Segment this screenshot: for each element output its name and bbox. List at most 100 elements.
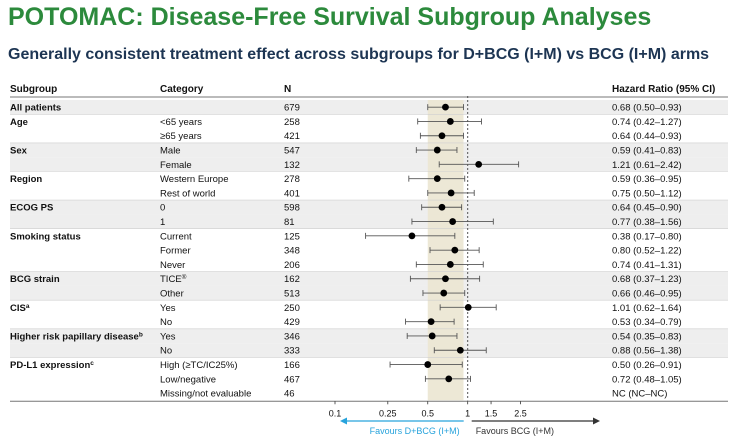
hr-ci-text: 0.88 (0.56–1.38) — [612, 346, 682, 357]
category-label: High (≥TC/IC25%) — [160, 360, 238, 371]
n-value: 206 — [284, 260, 300, 271]
hr-point — [449, 218, 457, 225]
subgroup-label: PD-L1 expressionc — [10, 360, 94, 371]
subgroup-label: Higher risk papillary diseaseb — [10, 331, 143, 342]
hr-ci-text: 0.68 (0.50–0.93) — [612, 103, 682, 114]
x-tick-label: 0.25 — [379, 408, 397, 418]
hr-point — [445, 375, 453, 383]
category-label: No — [160, 317, 172, 328]
row-shade — [10, 271, 728, 286]
hr-point — [442, 275, 449, 283]
n-value: 166 — [284, 360, 300, 371]
hr-point — [424, 361, 432, 368]
hr-ci-text: 0.64 (0.44–0.93) — [612, 131, 682, 142]
n-value: 547 — [284, 145, 300, 156]
row-shade — [10, 328, 728, 344]
hr-point — [438, 203, 446, 211]
hr-point — [464, 303, 472, 311]
header-category: Category — [160, 84, 204, 95]
row-shade — [10, 100, 728, 115]
category-label: Other — [160, 288, 184, 299]
category-label: Yes — [160, 331, 176, 342]
n-value: 421 — [284, 131, 300, 142]
favours-right-label: Favours BCG (I+M) — [476, 426, 554, 436]
header-n: N — [284, 84, 292, 95]
hr-ci-text: 0.50 (0.26–0.91) — [612, 360, 682, 371]
hr-ci-text: 0.38 (0.17–0.80) — [612, 231, 682, 242]
category-label: Missing/not evaluable — [160, 389, 251, 400]
n-value: 46 — [284, 389, 295, 400]
row-shade — [10, 285, 728, 301]
row-shade — [10, 214, 728, 229]
category-label: Rest of world — [160, 188, 215, 199]
hr-ci-text: 0.59 (0.36–0.95) — [612, 174, 682, 185]
subgroup-label: ECOG PS — [10, 203, 53, 214]
hr-point — [433, 175, 441, 183]
n-value: 513 — [284, 288, 300, 299]
category-label: Male — [160, 145, 181, 156]
hr-point — [456, 346, 464, 354]
category-label: Yes — [160, 303, 176, 314]
hr-point — [428, 332, 436, 340]
row-shade — [10, 157, 728, 172]
n-value: 81 — [284, 217, 295, 228]
n-value: 250 — [284, 303, 300, 314]
hr-ci-text: NC (NC–NC) — [612, 389, 667, 400]
subgroup-label: CISa — [10, 303, 30, 314]
hr-point — [442, 103, 449, 111]
page-subtitle: Generally consistent treatment effect ac… — [8, 46, 710, 63]
n-value: 125 — [284, 231, 300, 242]
subgroup-label: Region — [10, 174, 42, 185]
hr-point — [475, 160, 483, 168]
n-value: 348 — [284, 246, 300, 257]
subgroup-label: All patients — [10, 103, 61, 114]
x-tick-label: 0.1 — [329, 408, 342, 418]
category-label: Low/negative — [160, 374, 216, 385]
n-value: 258 — [284, 117, 300, 128]
n-value: 132 — [284, 160, 300, 171]
category-label: ≥65 years — [160, 131, 202, 142]
hr-ci-text: 0.68 (0.37–1.23) — [612, 274, 682, 285]
n-value: 679 — [284, 103, 300, 114]
hr-ci-text: 0.53 (0.34–0.79) — [612, 317, 682, 328]
hr-point — [451, 246, 459, 254]
category-label: 1 — [160, 217, 165, 228]
category-label: Current — [160, 231, 192, 242]
category-label: 0 — [160, 203, 165, 214]
hr-point — [446, 118, 454, 125]
category-label: No — [160, 346, 172, 357]
hr-ci-text: 0.80 (0.52–1.22) — [612, 246, 682, 257]
x-tick-label: 1.5 — [485, 408, 498, 418]
hr-ci-text: 0.59 (0.41–0.83) — [612, 145, 682, 156]
category-label: Never — [160, 260, 185, 271]
hr-point — [440, 289, 448, 297]
subgroup-label: Age — [10, 117, 28, 128]
subgroup-label: Smoking status — [10, 231, 81, 242]
n-value: 467 — [284, 374, 300, 385]
row-shade — [10, 200, 728, 215]
n-value: 333 — [284, 346, 300, 357]
hr-ci-text: 0.75 (0.50–1.12) — [612, 188, 682, 199]
category-label: Western Europe — [160, 174, 228, 185]
hr-ci-text: 0.64 (0.45–0.90) — [612, 203, 682, 214]
n-value: 346 — [284, 331, 300, 342]
hr-ci-text: 1.21 (0.61–2.42) — [612, 160, 682, 171]
hr-ci-text: 0.74 (0.42–1.27) — [612, 117, 682, 128]
header-hazard-ratio: Hazard Ratio (95% CI) — [612, 84, 716, 95]
hr-point — [447, 189, 455, 197]
row-shade — [10, 343, 728, 358]
hr-ci-text: 0.74 (0.41–1.31) — [612, 260, 682, 271]
hr-point — [446, 261, 454, 268]
n-value: 598 — [284, 203, 300, 214]
hr-ci-text: 1.01 (0.62–1.64) — [612, 303, 682, 314]
row-shade — [10, 142, 728, 158]
hr-ci-text: 0.72 (0.48–1.05) — [612, 374, 682, 385]
n-value: 162 — [284, 274, 300, 285]
hr-point — [438, 132, 446, 140]
subgroup-label: BCG strain — [10, 274, 60, 285]
hr-point — [408, 232, 416, 240]
hr-ci-text: 0.66 (0.46–0.95) — [612, 288, 682, 299]
category-label: <65 years — [160, 117, 202, 128]
page-title: POTOMAC: Disease-Free Survival Subgroup … — [8, 3, 652, 31]
category-label: TICE® — [160, 273, 187, 285]
